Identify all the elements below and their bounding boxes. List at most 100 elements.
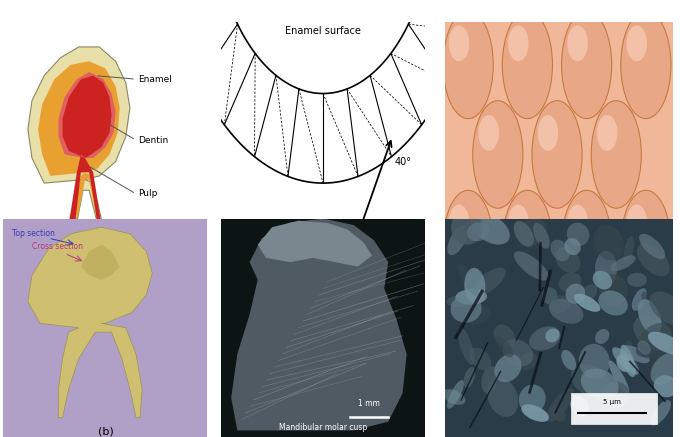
Ellipse shape xyxy=(549,405,566,421)
Ellipse shape xyxy=(599,274,628,306)
Ellipse shape xyxy=(558,272,581,292)
Ellipse shape xyxy=(556,247,580,273)
Polygon shape xyxy=(28,47,130,351)
Text: (e): (e) xyxy=(551,365,567,375)
Ellipse shape xyxy=(503,11,552,118)
Ellipse shape xyxy=(449,205,469,240)
Ellipse shape xyxy=(518,352,538,370)
Ellipse shape xyxy=(622,345,650,363)
Text: (d): (d) xyxy=(0,436,1,437)
Text: 5 μm: 5 μm xyxy=(602,399,621,405)
Ellipse shape xyxy=(451,211,483,245)
Ellipse shape xyxy=(627,273,647,287)
Ellipse shape xyxy=(473,101,523,208)
Ellipse shape xyxy=(595,251,617,287)
Ellipse shape xyxy=(443,11,493,118)
Text: (b): (b) xyxy=(97,427,114,437)
Ellipse shape xyxy=(651,353,680,385)
Ellipse shape xyxy=(551,239,569,261)
Ellipse shape xyxy=(471,213,510,245)
Ellipse shape xyxy=(595,329,609,344)
Ellipse shape xyxy=(542,288,558,305)
Text: Dentin: Dentin xyxy=(138,135,168,145)
Polygon shape xyxy=(58,72,116,158)
Ellipse shape xyxy=(522,404,549,422)
Ellipse shape xyxy=(649,291,680,325)
Ellipse shape xyxy=(624,236,634,263)
Ellipse shape xyxy=(449,25,469,61)
Ellipse shape xyxy=(571,364,611,398)
Ellipse shape xyxy=(650,357,670,377)
Ellipse shape xyxy=(650,400,671,426)
Ellipse shape xyxy=(567,205,588,240)
Ellipse shape xyxy=(597,115,617,151)
Ellipse shape xyxy=(546,388,574,422)
Ellipse shape xyxy=(443,190,493,298)
Ellipse shape xyxy=(538,115,558,151)
Text: DEJ: DEJ xyxy=(315,352,331,362)
Ellipse shape xyxy=(514,251,549,281)
Ellipse shape xyxy=(443,389,466,405)
Ellipse shape xyxy=(632,288,647,311)
Ellipse shape xyxy=(579,284,597,302)
Ellipse shape xyxy=(591,280,641,387)
Ellipse shape xyxy=(458,264,479,297)
Ellipse shape xyxy=(593,271,612,289)
Ellipse shape xyxy=(637,243,670,276)
Ellipse shape xyxy=(567,223,590,246)
Ellipse shape xyxy=(517,218,547,246)
Ellipse shape xyxy=(467,222,490,241)
Ellipse shape xyxy=(447,296,471,307)
Ellipse shape xyxy=(494,324,515,348)
Ellipse shape xyxy=(579,344,610,379)
Ellipse shape xyxy=(508,205,528,240)
Ellipse shape xyxy=(458,327,475,365)
Ellipse shape xyxy=(508,25,528,61)
Ellipse shape xyxy=(636,343,653,357)
Ellipse shape xyxy=(597,294,617,330)
Polygon shape xyxy=(258,221,372,267)
Ellipse shape xyxy=(464,367,475,388)
Ellipse shape xyxy=(581,368,619,399)
Ellipse shape xyxy=(447,380,464,409)
Ellipse shape xyxy=(600,382,630,409)
Ellipse shape xyxy=(648,332,680,354)
Text: (a): (a) xyxy=(67,386,82,396)
Ellipse shape xyxy=(612,347,639,375)
Ellipse shape xyxy=(616,354,631,372)
Ellipse shape xyxy=(473,280,523,387)
Text: Mandibular molar cusp: Mandibular molar cusp xyxy=(279,423,367,433)
Ellipse shape xyxy=(549,299,583,324)
Ellipse shape xyxy=(451,295,481,323)
Ellipse shape xyxy=(574,294,600,312)
Ellipse shape xyxy=(637,340,651,355)
Ellipse shape xyxy=(456,289,487,305)
Ellipse shape xyxy=(594,225,624,260)
Ellipse shape xyxy=(519,385,546,414)
Ellipse shape xyxy=(564,238,581,255)
Ellipse shape xyxy=(566,284,585,304)
Text: (a): (a) xyxy=(67,361,82,371)
Ellipse shape xyxy=(503,190,552,298)
Ellipse shape xyxy=(567,25,588,61)
Ellipse shape xyxy=(620,345,636,377)
Ellipse shape xyxy=(626,25,647,61)
Text: Cross section: Cross section xyxy=(32,242,83,251)
Ellipse shape xyxy=(479,294,499,330)
Ellipse shape xyxy=(545,328,560,342)
Ellipse shape xyxy=(609,361,629,394)
Ellipse shape xyxy=(621,190,671,298)
Bar xyxy=(571,393,658,424)
Text: 1 mm: 1 mm xyxy=(358,399,380,409)
Ellipse shape xyxy=(641,292,651,305)
Ellipse shape xyxy=(471,267,506,297)
Ellipse shape xyxy=(464,305,491,324)
Text: Enamel surface: Enamel surface xyxy=(285,26,361,36)
Ellipse shape xyxy=(639,234,665,259)
Ellipse shape xyxy=(494,354,522,382)
Ellipse shape xyxy=(538,294,558,330)
Ellipse shape xyxy=(503,339,533,366)
Ellipse shape xyxy=(514,221,534,247)
Ellipse shape xyxy=(495,336,513,357)
Ellipse shape xyxy=(532,280,582,387)
